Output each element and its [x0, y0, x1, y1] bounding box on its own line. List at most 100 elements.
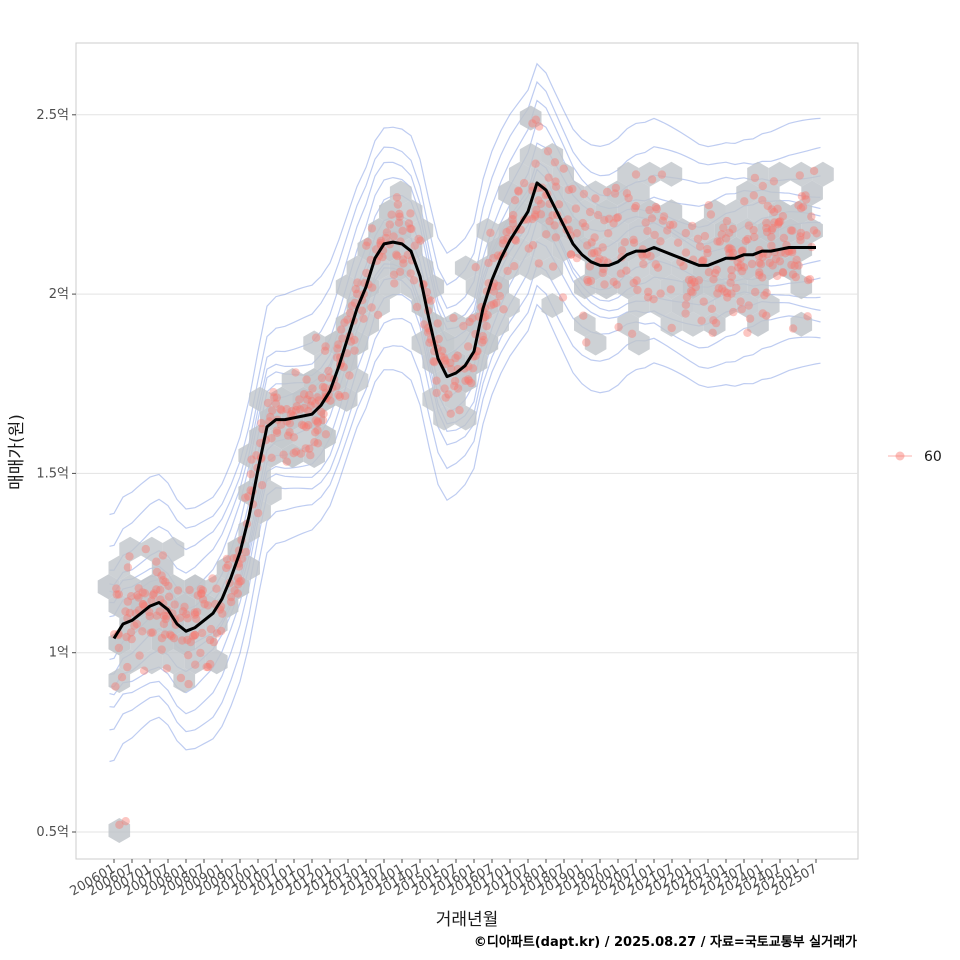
data-point: [566, 250, 576, 259]
hexbin-cell: [454, 368, 477, 393]
hexbin-cell: [249, 499, 271, 525]
data-point: [147, 596, 156, 605]
data-point: [138, 588, 147, 597]
hexbin-cell: [628, 255, 650, 281]
data-point: [536, 199, 546, 208]
hexbin-cell: [671, 218, 693, 243]
data-point: [758, 253, 767, 262]
data-point: [392, 193, 402, 202]
data-point: [622, 189, 632, 198]
data-point: [613, 213, 623, 222]
data-point: [164, 592, 174, 601]
y-axis-ticks: 0.5억 1억 1.5억 2억 2.5억: [36, 108, 76, 840]
data-point: [755, 268, 764, 277]
data-point: [728, 248, 738, 258]
data-point: [776, 217, 785, 226]
data-point: [647, 175, 657, 184]
data-point: [223, 561, 233, 570]
data-point: [300, 403, 309, 413]
data-point: [699, 297, 708, 306]
data-point: [791, 272, 800, 282]
hexbin-cell: [790, 199, 813, 225]
hexbin-cell: [141, 536, 163, 562]
hexbin-cell: [346, 368, 369, 393]
data-point: [686, 287, 696, 296]
data-point: [494, 281, 503, 291]
data-point: [744, 221, 754, 230]
data-point: [756, 260, 766, 269]
hexbin-cell: [660, 199, 683, 225]
data-point: [590, 248, 599, 258]
data-point: [788, 324, 798, 333]
hexbin-cell: [736, 255, 758, 281]
data-point: [276, 420, 286, 429]
hexbin-cell: [519, 218, 542, 243]
data-point: [183, 635, 192, 645]
hexbin-cell: [400, 236, 423, 262]
data-point: [114, 590, 124, 599]
data-point: [127, 634, 136, 644]
data-point: [332, 382, 341, 391]
hexbin-cell: [747, 161, 769, 187]
hexbin-cell: [649, 218, 672, 243]
data-point: [381, 233, 391, 243]
data-point: [768, 223, 777, 233]
data-point: [792, 255, 801, 264]
hexbin-cell: [584, 180, 607, 206]
data-point: [362, 241, 371, 250]
hexbin-cell: [530, 236, 553, 262]
hexbin-cell: [595, 199, 618, 225]
data-point: [133, 591, 142, 600]
data-point: [644, 287, 653, 296]
hexbin-cell: [173, 630, 196, 656]
data-point: [208, 574, 217, 583]
data-point: [267, 434, 276, 443]
data-point: [788, 248, 797, 257]
data-point: [714, 284, 723, 293]
hexbin-cell: [628, 180, 650, 206]
data-point: [162, 611, 171, 621]
data-point: [747, 259, 757, 269]
hexbin-cell: [790, 236, 813, 262]
hexbin-cell: [454, 255, 477, 281]
data-point: [282, 405, 291, 414]
data-point: [185, 585, 194, 595]
data-point: [509, 210, 518, 220]
data-point: [530, 212, 540, 221]
data-point: [446, 358, 455, 368]
hexbin-cell: [173, 668, 196, 693]
data-point: [614, 322, 623, 332]
data-point: [313, 426, 322, 435]
data-point: [786, 226, 796, 235]
data-point: [514, 186, 523, 195]
hexbin-cell: [747, 311, 769, 337]
data-point: [489, 287, 499, 296]
data-point: [572, 229, 581, 238]
data-point: [803, 312, 812, 321]
data-point: [440, 384, 449, 393]
data-point: [233, 580, 243, 589]
data-point: [337, 325, 346, 334]
data-point: [404, 219, 414, 228]
data-point: [612, 280, 621, 289]
data-point: [159, 576, 168, 585]
hexbin-cell: [693, 293, 715, 318]
hexbin-cell: [498, 255, 520, 281]
data-point: [304, 421, 313, 430]
data-point: [632, 276, 641, 285]
hexbin-cell: [519, 143, 542, 168]
data-point: [426, 296, 436, 305]
data-point: [287, 407, 297, 416]
data-point: [583, 241, 592, 250]
data-point: [206, 659, 215, 669]
data-point: [794, 201, 803, 210]
hexbin-cell: [584, 330, 607, 356]
data-point: [198, 595, 208, 604]
hexbin-cell: [151, 630, 174, 656]
hexbin-cell: [660, 311, 683, 337]
data-point: [138, 600, 147, 609]
data-point: [332, 353, 342, 362]
hexbin-cell: [671, 293, 693, 318]
data-point: [762, 311, 771, 320]
data-point: [467, 378, 476, 388]
